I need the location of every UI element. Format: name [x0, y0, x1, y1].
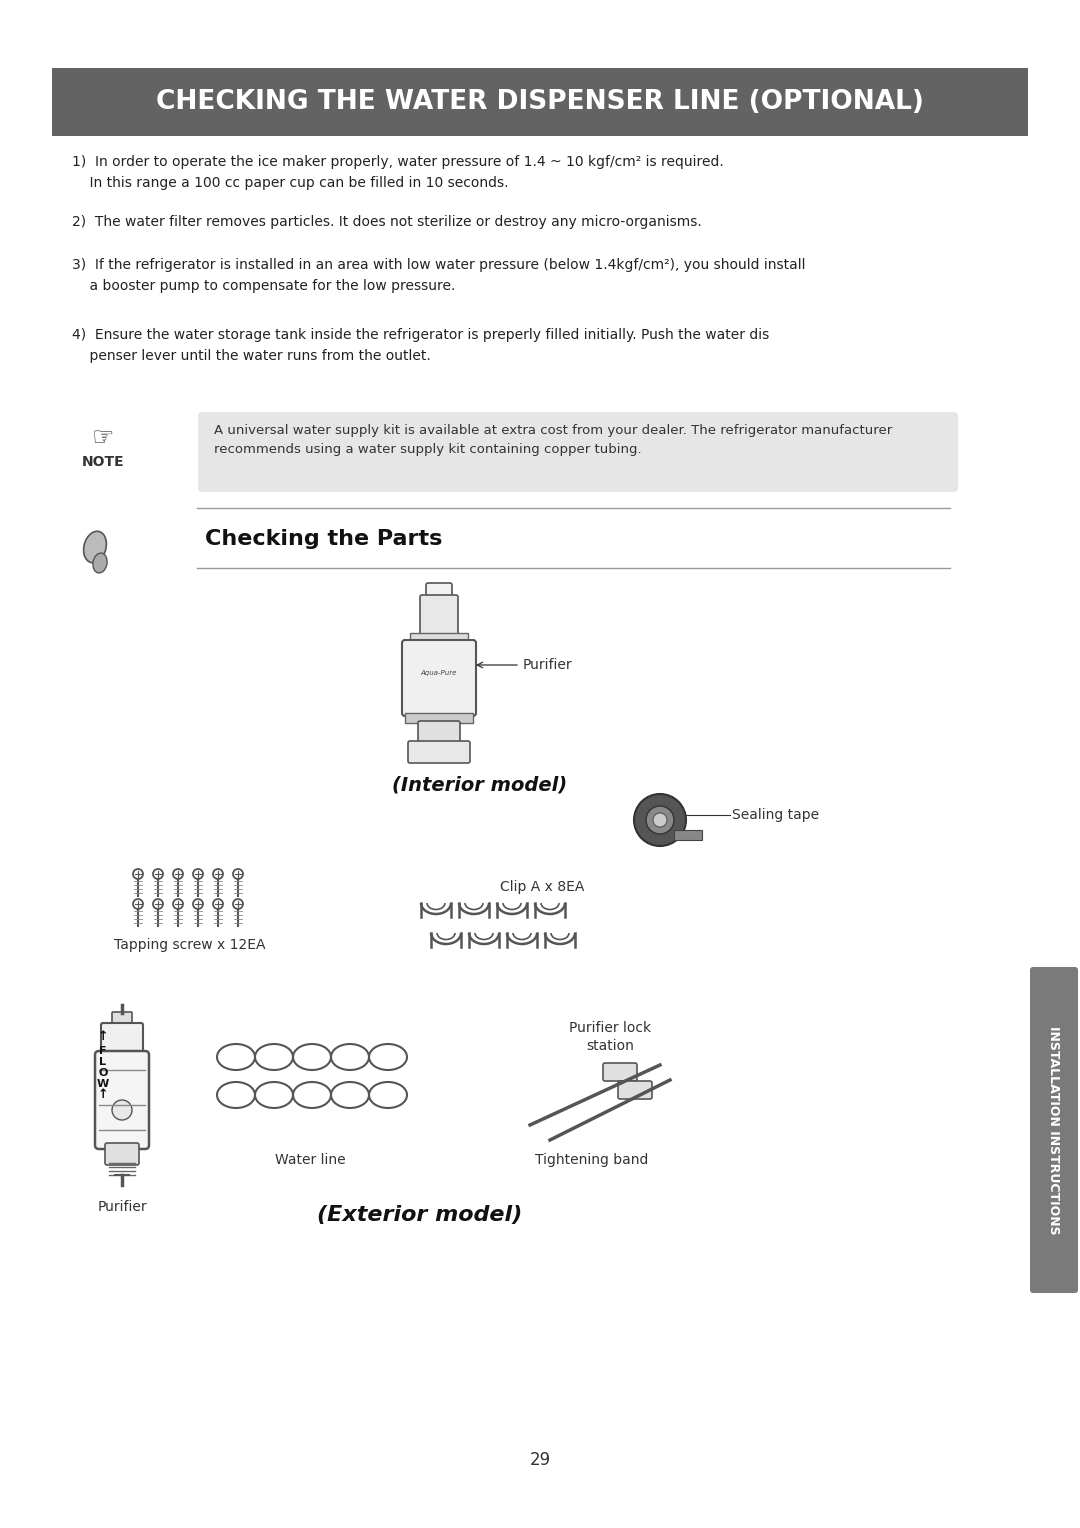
- Ellipse shape: [93, 553, 107, 573]
- Text: NOTE: NOTE: [82, 455, 124, 469]
- Text: Purifier: Purifier: [523, 659, 572, 672]
- FancyBboxPatch shape: [95, 1051, 149, 1149]
- FancyBboxPatch shape: [618, 1080, 652, 1099]
- Text: Sealing tape: Sealing tape: [732, 808, 819, 822]
- Circle shape: [634, 795, 686, 847]
- FancyBboxPatch shape: [102, 1024, 143, 1057]
- Ellipse shape: [83, 532, 107, 562]
- FancyBboxPatch shape: [420, 594, 458, 637]
- Text: Purifier: Purifier: [97, 1199, 147, 1215]
- Text: (Exterior model): (Exterior model): [318, 1206, 523, 1225]
- Text: 1)  In order to operate the ice maker properly, water pressure of 1.4 ~ 10 kgf/c: 1) In order to operate the ice maker pro…: [72, 154, 724, 189]
- Text: 3)  If the refrigerator is installed in an area with low water pressure (below 1: 3) If the refrigerator is installed in a…: [72, 258, 806, 292]
- Text: 4)  Ensure the water storage tank inside the refrigerator is preperly filled ini: 4) Ensure the water storage tank inside …: [72, 329, 769, 362]
- FancyBboxPatch shape: [402, 640, 476, 717]
- Text: INSTALLATION INSTRUCTIONS: INSTALLATION INSTRUCTIONS: [1048, 1025, 1061, 1235]
- Bar: [52, 69, 1028, 136]
- Text: Checking the Parts: Checking the Parts: [205, 529, 443, 549]
- FancyBboxPatch shape: [112, 1012, 132, 1025]
- Text: L: L: [99, 1057, 107, 1067]
- Text: ↑: ↑: [98, 1088, 108, 1102]
- FancyBboxPatch shape: [408, 741, 470, 762]
- Text: Tapping screw x 12EA: Tapping screw x 12EA: [114, 938, 266, 952]
- Text: ☞: ☞: [92, 426, 114, 451]
- FancyBboxPatch shape: [426, 584, 453, 599]
- FancyBboxPatch shape: [603, 1063, 637, 1080]
- Text: Tightening band: Tightening band: [535, 1154, 648, 1167]
- FancyBboxPatch shape: [674, 830, 702, 840]
- Text: ↑: ↑: [98, 1030, 108, 1044]
- FancyBboxPatch shape: [1030, 967, 1078, 1293]
- Text: W: W: [97, 1079, 109, 1089]
- Text: A universal water supply kit is available at extra cost from your dealer. The re: A universal water supply kit is availabl…: [214, 423, 892, 455]
- Circle shape: [653, 813, 667, 827]
- FancyBboxPatch shape: [198, 413, 958, 492]
- Text: O: O: [98, 1068, 108, 1077]
- Text: Purifier lock
station: Purifier lock station: [569, 1021, 651, 1053]
- Text: Aqua-Pure: Aqua-Pure: [421, 669, 457, 675]
- FancyBboxPatch shape: [418, 721, 460, 746]
- Text: F: F: [99, 1047, 107, 1056]
- FancyBboxPatch shape: [405, 714, 473, 723]
- Circle shape: [112, 1100, 132, 1120]
- Text: 2)  The water filter removes particles. It does not sterilize or destroy any mic: 2) The water filter removes particles. I…: [72, 215, 702, 229]
- FancyBboxPatch shape: [105, 1143, 139, 1164]
- Text: 29: 29: [529, 1452, 551, 1468]
- Circle shape: [646, 805, 674, 834]
- Text: Clip A x 8EA: Clip A x 8EA: [500, 880, 584, 894]
- Text: (Interior model): (Interior model): [392, 776, 568, 795]
- FancyBboxPatch shape: [410, 633, 468, 643]
- Text: Water line: Water line: [274, 1154, 346, 1167]
- Text: CHECKING THE WATER DISPENSER LINE (OPTIONAL): CHECKING THE WATER DISPENSER LINE (OPTIO…: [157, 89, 923, 115]
